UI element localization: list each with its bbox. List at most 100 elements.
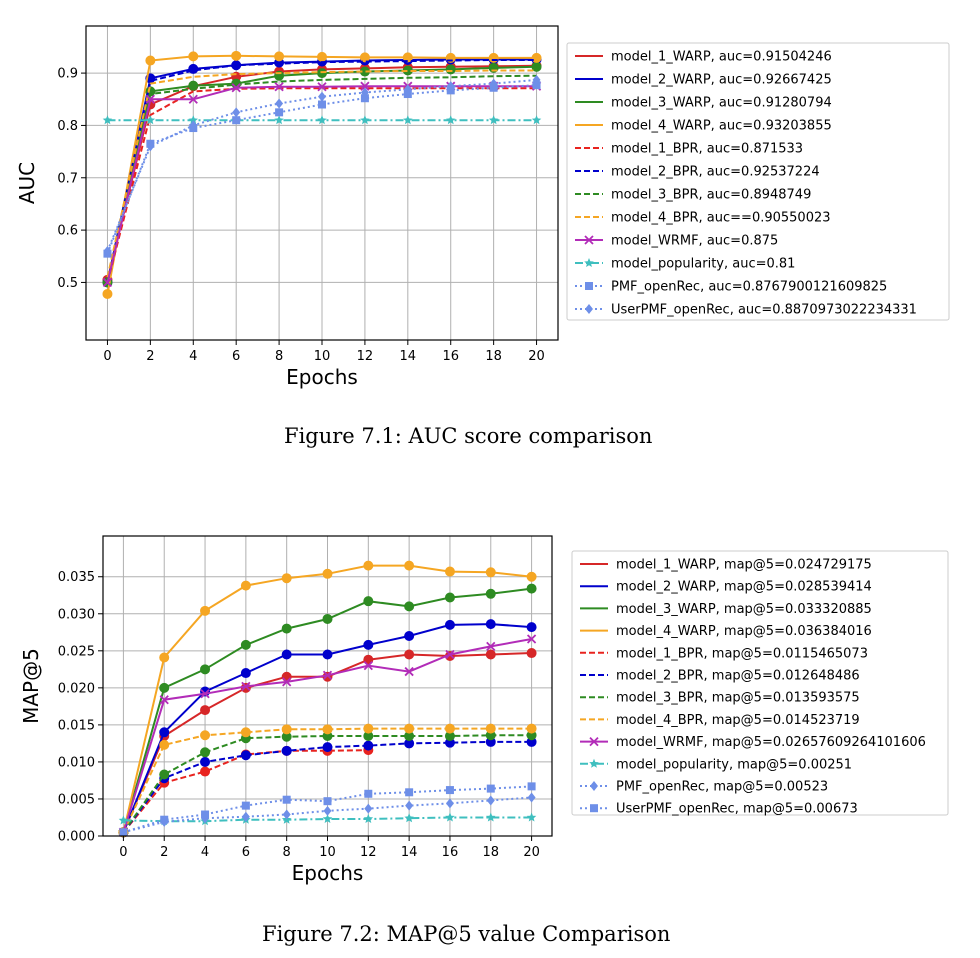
x-tick-label: 20: [523, 845, 540, 860]
y-tick-label: 0.5: [57, 276, 78, 291]
data-point: [119, 828, 128, 837]
data-point: [200, 747, 211, 758]
x-tick-label: 20: [528, 349, 545, 364]
data-point: [531, 52, 542, 63]
legend-swatch-marker: [589, 736, 599, 747]
data-point: [231, 50, 242, 61]
data-point: [200, 705, 211, 716]
data-point: [322, 568, 333, 579]
x-tick-label: 16: [442, 349, 459, 364]
data-point: [240, 639, 251, 650]
data-point: [485, 567, 496, 578]
data-point: [485, 723, 496, 734]
data-point: [405, 800, 414, 811]
series-group-auc: [102, 50, 542, 299]
legend-swatch-marker: [589, 758, 599, 768]
data-point: [323, 805, 332, 816]
data-point: [363, 639, 374, 650]
data-point: [232, 107, 241, 118]
series-line: [123, 785, 532, 834]
y-tick-label: 0.030: [58, 607, 95, 622]
data-point: [404, 601, 415, 612]
x-tick-label: 4: [201, 845, 209, 860]
y-tick-label: 0.010: [58, 755, 95, 770]
data-point: [275, 108, 284, 117]
data-point: [526, 571, 537, 582]
figure-7-1-caption: Figure 7.1: AUC score comparison: [284, 424, 653, 448]
legend-map: model_1_WARP, map@5=0.024729175 model_2_W…: [571, 550, 949, 817]
ticks-auc: 0 2 4 6 8 10 12 14 16 18 20 0.5 0.6 0.7 0.8 0.9: [57, 67, 545, 364]
data-point: [189, 120, 198, 131]
y-axis-label: MAP@5: [19, 648, 43, 724]
legend-swatch-marker: [584, 235, 594, 245]
data-point: [527, 792, 536, 803]
legend-entry-label: model_2_WARP, map@5=0.028539414: [616, 580, 872, 595]
data-point: [102, 277, 113, 288]
data-point: [527, 782, 536, 791]
legend-swatch-marker: [585, 304, 593, 314]
data-point: [240, 750, 251, 761]
y-tick-label: 0.025: [58, 644, 95, 659]
data-point: [486, 795, 495, 806]
legend-entry-label: model_1_BPR, auc=0.871533: [611, 142, 803, 157]
data-point: [159, 695, 169, 705]
data-point: [317, 51, 327, 62]
x-tick-label: 2: [146, 349, 154, 364]
data-point: [281, 573, 292, 584]
data-point: [275, 98, 284, 109]
data-point: [240, 727, 251, 738]
data-point: [322, 742, 333, 753]
y-tick-label: 0.7: [57, 171, 78, 186]
data-point: [360, 115, 370, 125]
data-point: [146, 141, 155, 152]
y-tick-label: 0.020: [58, 681, 95, 696]
data-point: [118, 815, 129, 825]
x-tick-label: 14: [401, 845, 418, 860]
data-point: [160, 815, 169, 824]
data-point: [200, 756, 211, 767]
data-point: [403, 115, 413, 125]
series-line: [106, 69, 537, 278]
data-point: [240, 668, 251, 679]
data-point: [485, 649, 496, 660]
x-tick-label: 10: [319, 845, 336, 860]
data-point: [240, 580, 251, 591]
x-tick-label: 0: [103, 349, 111, 364]
data-point: [323, 797, 332, 806]
data-point: [403, 84, 412, 95]
data-point: [317, 115, 327, 125]
data-point: [317, 82, 327, 92]
legend-box: [571, 550, 949, 816]
legend-entry-label: model_1_WARP, auc=0.91504246: [611, 50, 832, 65]
legend-entry-label: model_4_WARP, map@5=0.036384016: [616, 624, 872, 639]
series-line: [106, 59, 537, 283]
data-point: [159, 652, 170, 663]
data-point: [159, 769, 170, 780]
data-point: [200, 689, 210, 699]
data-point: [360, 87, 369, 98]
data-point: [200, 730, 211, 741]
data-point: [274, 115, 284, 125]
data-point: [445, 649, 455, 660]
x-axis-label: Epochs: [286, 365, 358, 389]
data-point: [281, 623, 292, 634]
data-point: [363, 723, 374, 734]
x-tick-label: 12: [357, 349, 374, 364]
data-point: [445, 812, 455, 822]
y-axis-label: AUC: [15, 162, 39, 204]
x-tick-label: 4: [189, 349, 197, 364]
x-tick-label: 6: [232, 349, 240, 364]
figure-7-2-caption: Figure 7.2: MAP@5 value Comparison: [262, 922, 671, 946]
data-point: [322, 613, 333, 624]
y-tick-label: 0.005: [58, 792, 95, 807]
data-point: [241, 811, 250, 822]
data-point: [360, 94, 369, 103]
legend-entry-label: model_3_WARP, map@5=0.033320885: [616, 602, 872, 617]
x-tick-label: 18: [485, 349, 502, 364]
data-point: [363, 654, 374, 665]
data-point: [282, 795, 291, 804]
y-tick-label: 0.9: [57, 67, 78, 82]
legend-auc: model_1_WARP, auc=0.91504246 model_2_WARP…: [566, 42, 950, 321]
series-line: [106, 74, 537, 283]
series-line: [122, 734, 532, 833]
